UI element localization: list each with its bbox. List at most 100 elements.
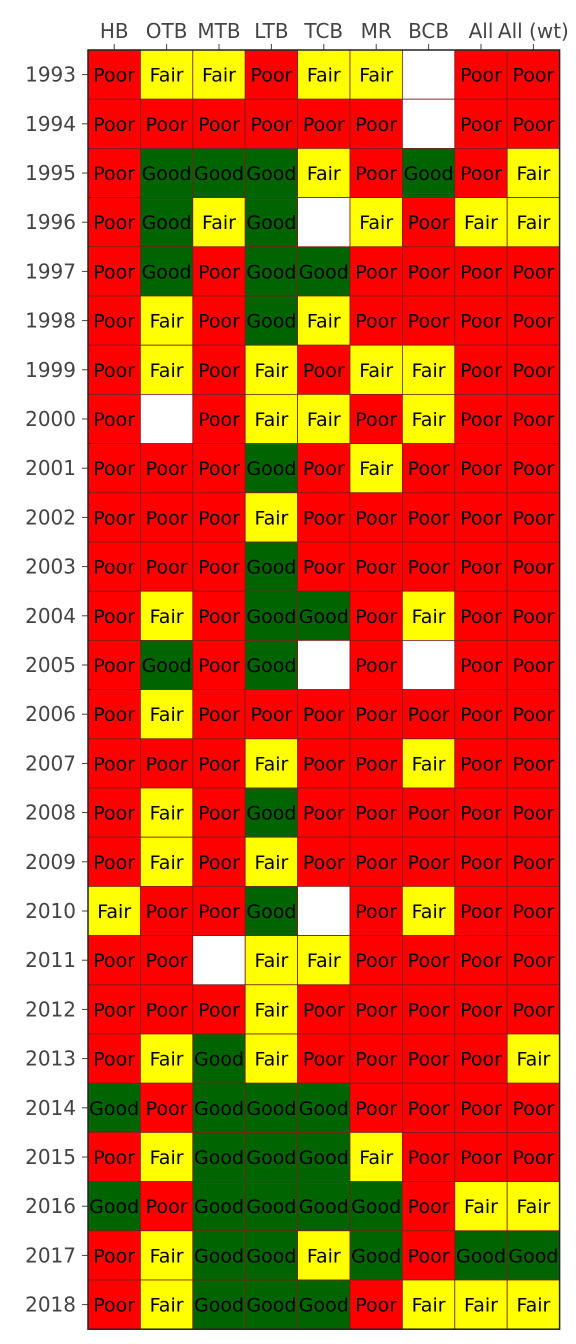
heatmap-cell: [192, 984, 246, 1035]
cell-label: Poor: [460, 852, 502, 874]
heatmap-cell: [401, 197, 456, 248]
heatmap-cell: [297, 836, 351, 887]
heatmap-cell: [506, 1279, 561, 1330]
heatmap-cell: [87, 935, 141, 986]
heatmap-cell: [192, 1230, 246, 1281]
cell-label: Poor: [250, 704, 292, 726]
x-tick-label: OTB: [146, 19, 188, 43]
cell-label: Fair: [359, 1147, 393, 1169]
heatmap-cell: [139, 492, 194, 543]
heatmap-cell: [506, 738, 561, 789]
cell-label: Fair: [516, 1049, 550, 1071]
cell-label: Good: [194, 163, 244, 185]
cell-label: Poor: [460, 65, 502, 87]
y-tick-label: 2017: [25, 1243, 76, 1267]
cell-label: Poor: [198, 261, 240, 283]
cell-label: Poor: [146, 999, 188, 1021]
heatmap-cell: [244, 1230, 298, 1281]
heatmap-cell: [506, 1230, 561, 1281]
heatmap-cell: [192, 886, 246, 937]
cell-label: Poor: [460, 114, 502, 136]
heatmap-cell: [87, 787, 141, 838]
heatmap-cell: [506, 787, 561, 838]
heatmap-cell: [87, 886, 141, 937]
cell-label: Poor: [408, 704, 450, 726]
cell-label: Fair: [254, 753, 288, 775]
cell-label: Good: [299, 1295, 349, 1317]
cell-label: Poor: [408, 999, 450, 1021]
heatmap-cell: [454, 492, 508, 543]
cell-label: Poor: [303, 360, 345, 382]
cell-label: Poor: [460, 261, 502, 283]
cell-label: Good: [246, 1098, 296, 1120]
heatmap-cell: [454, 1279, 508, 1330]
cell-label: Fair: [97, 901, 131, 923]
heatmap-cell: [87, 836, 141, 887]
cell-label: Good: [194, 1295, 244, 1317]
heatmap-cell: [87, 984, 141, 1035]
x-tick-label: All: [469, 19, 494, 43]
heatmap-cell: [139, 590, 194, 641]
cell-label: Good: [299, 1196, 349, 1218]
cell-label: Poor: [408, 1245, 450, 1267]
heatmap-cell: [244, 246, 298, 297]
cell-label: Good: [246, 458, 296, 480]
cell-label: Poor: [93, 409, 135, 431]
cell-label: Good: [142, 212, 192, 234]
heatmap-cell: [454, 1082, 508, 1133]
cell-label: Poor: [198, 458, 240, 480]
heatmap-cell: [192, 344, 246, 395]
cell-label: Poor: [460, 557, 502, 579]
heatmap-cell: [87, 689, 141, 740]
cell-label: Poor: [512, 655, 554, 677]
heatmap-cell: [139, 787, 194, 838]
heatmap-cell: [506, 49, 561, 100]
heatmap-cell: [349, 443, 403, 494]
heatmap-cell: [506, 935, 561, 986]
cell-label: Good: [299, 606, 349, 628]
x-tick-label: TCB: [303, 19, 343, 43]
heatmap-cell: [139, 1279, 194, 1330]
cell-label: Poor: [146, 557, 188, 579]
cell-label: Poor: [146, 950, 188, 972]
heatmap-cell: [192, 541, 246, 592]
cell-label: Fair: [307, 950, 341, 972]
cell-label: Good: [246, 655, 296, 677]
cell-label: Poor: [93, 65, 135, 87]
cell-label: Poor: [146, 507, 188, 529]
cell-label: Poor: [93, 360, 135, 382]
heatmap-cell: [87, 738, 141, 789]
cell-label: Fair: [307, 409, 341, 431]
cell-label: Poor: [198, 360, 240, 382]
cell-label: Poor: [512, 950, 554, 972]
y-tick-label: 2003: [25, 555, 76, 579]
y-tick-label: 1994: [25, 112, 76, 136]
heatmap-cell: [401, 492, 456, 543]
heatmap-cell: [244, 738, 298, 789]
heatmap-cell: [454, 344, 508, 395]
heatmap-cell: [506, 1181, 561, 1232]
x-tick-label: MR: [361, 19, 392, 43]
heatmap-cell: [506, 590, 561, 641]
cell-label: Fair: [254, 1049, 288, 1071]
cell-label: Good: [299, 1098, 349, 1120]
heatmap-cell: [297, 689, 351, 740]
heatmap-cell: [506, 689, 561, 740]
heatmap-cell: [297, 984, 351, 1035]
heatmap-cell: [139, 738, 194, 789]
cell-label: Fair: [412, 901, 446, 923]
heatmap-cell: [454, 935, 508, 986]
cell-label: Poor: [93, 212, 135, 234]
y-tick-label: 2002: [25, 505, 76, 529]
cell-label: Good: [142, 261, 192, 283]
heatmap-cell-labels: Poor Fair Fair Poor Fair Fair Poor Poor Poor Poor…: [89, 65, 558, 1317]
heatmap-cell: [506, 1033, 561, 1084]
cell-label: Fair: [307, 1245, 341, 1267]
cell-label: Fair: [254, 999, 288, 1021]
heatmap-cell: [139, 886, 194, 937]
cell-label: Good: [246, 163, 296, 185]
cell-label: Poor: [146, 901, 188, 923]
cell-label: Poor: [460, 1049, 502, 1071]
cell-label: Good: [246, 311, 296, 333]
cell-label: Poor: [460, 606, 502, 628]
